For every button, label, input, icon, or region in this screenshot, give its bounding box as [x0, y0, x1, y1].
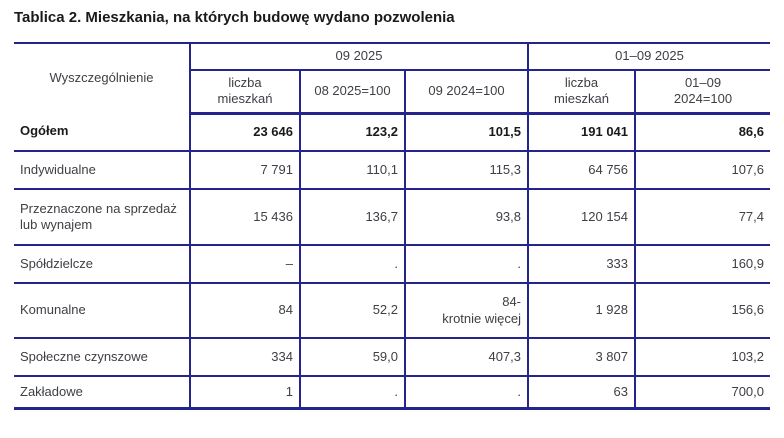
column-header: liczba mieszkań	[189, 70, 300, 115]
row-label: Zakładowe	[14, 376, 190, 409]
column-header: 08 2025=100	[299, 70, 405, 115]
cell-value: .	[299, 245, 405, 284]
cell-value: 59,0	[299, 338, 405, 377]
table-row: Przeznaczone na sprzedaż lub wynajem 15 …	[14, 189, 771, 246]
cell-value: 1 928	[527, 283, 636, 339]
row-label: Komunalne	[14, 283, 190, 339]
stub-header: Wyszczególnienie	[14, 43, 191, 113]
cell-value: 115,3	[403, 151, 529, 190]
statistics-table: Wyszczególnienie 09 2025 01–09 2025 licz…	[14, 42, 771, 410]
row-label: Spółdzielcze	[14, 245, 190, 284]
column-header: 01–09 2024=100	[634, 70, 771, 115]
cell-value: 7 791	[189, 151, 300, 190]
table-title: Tablica 2. Mieszkania, na których budowę…	[14, 9, 455, 26]
column-header-row: liczba mieszkań 08 2025=100 09 2024=100 …	[14, 70, 771, 115]
cell-value: 407,3	[403, 338, 529, 377]
group-header-row: Wyszczególnienie 09 2025 01–09 2025	[14, 43, 771, 113]
cell-value: 86,6	[634, 113, 771, 152]
table-row: Spółdzielcze – . . 333 160,9	[14, 245, 771, 284]
table-row: Zakładowe 1 . . 63 700,0	[14, 376, 771, 409]
cell-value: 63	[527, 376, 636, 409]
table-row: Komunalne 84 52,2 84- krotnie więcej 1 9…	[14, 283, 771, 339]
cell-value: 123,2	[299, 113, 405, 152]
cell-value: 334	[189, 338, 300, 377]
cell-value: 101,5	[403, 113, 529, 152]
cell-value: 1	[189, 376, 300, 409]
row-label: Społeczne czynszowe	[14, 338, 190, 377]
cell-value: 84	[189, 283, 300, 339]
row-label: Przeznaczone na sprzedaż lub wynajem	[14, 189, 190, 246]
row-label: Ogółem	[14, 113, 190, 152]
cell-value: .	[403, 245, 529, 284]
cell-value: 120 154	[527, 189, 636, 246]
cell-value: 23 646	[189, 113, 300, 152]
column-header: liczba mieszkań	[527, 70, 636, 115]
column-group-current-month: 09 2025	[188, 43, 529, 71]
cell-value: 700,0	[634, 376, 771, 409]
cell-value: 3 807	[527, 338, 636, 377]
cell-value: 136,7	[299, 189, 405, 246]
cell-value: –	[189, 245, 300, 284]
cell-value: 107,6	[634, 151, 771, 190]
cell-value: 64 756	[527, 151, 636, 190]
cell-value: 52,2	[299, 283, 405, 339]
table-row: Indywidualne 7 791 110,1 115,3 64 756 10…	[14, 151, 771, 190]
table-row-total: Ogółem 23 646 123,2 101,5 191 041 86,6	[14, 113, 771, 152]
cell-value: 84- krotnie więcej	[403, 283, 529, 339]
cell-value: .	[299, 376, 405, 409]
table-row: Społeczne czynszowe 334 59,0 407,3 3 807…	[14, 338, 771, 377]
cell-value: 160,9	[634, 245, 771, 284]
column-group-year-to-date: 01–09 2025	[527, 43, 771, 71]
cell-value: .	[403, 376, 529, 409]
row-label: Indywidualne	[14, 151, 190, 190]
cell-value: 15 436	[189, 189, 300, 246]
cell-value: 110,1	[299, 151, 405, 190]
cell-value: 333	[527, 245, 636, 284]
cell-value: 191 041	[527, 113, 636, 152]
cell-value: 93,8	[403, 189, 529, 246]
cell-value: 156,6	[634, 283, 771, 339]
cell-value: 77,4	[634, 189, 771, 246]
cell-value: 103,2	[634, 338, 771, 377]
column-header: 09 2024=100	[403, 70, 529, 115]
